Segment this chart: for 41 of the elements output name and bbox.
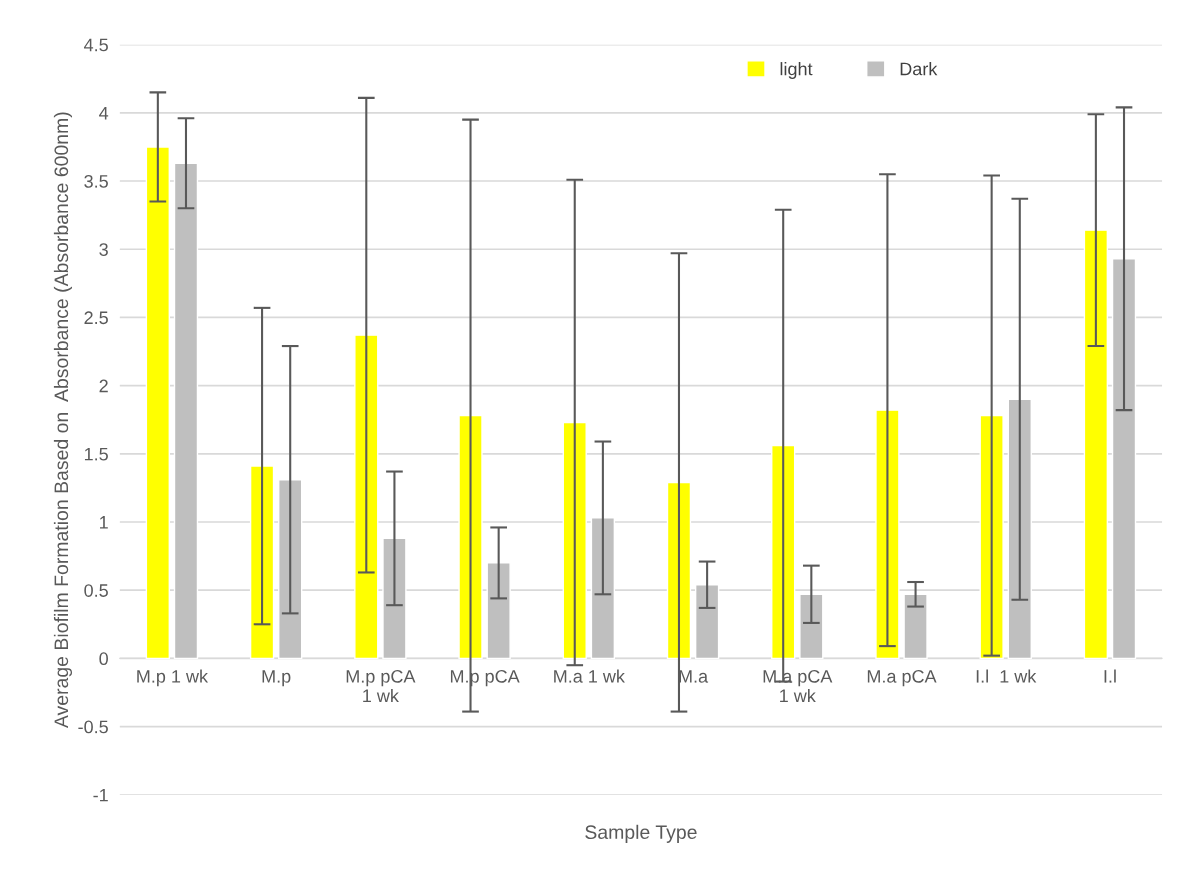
- bar: [1083, 229, 1109, 660]
- y-tick-label: 1: [100, 516, 108, 529]
- bar: [1111, 258, 1137, 660]
- bar: [173, 162, 199, 660]
- bar: [354, 334, 379, 660]
- y-tick-label: 0.5: [84, 584, 108, 597]
- bar: [249, 465, 275, 660]
- y-tick-label: 2.5: [84, 311, 108, 325]
- x-tick-label: I.l: [1104, 669, 1116, 683]
- bar: [875, 409, 900, 660]
- bar: [145, 146, 171, 660]
- x-tick-label: M.a 1 wk: [554, 669, 625, 683]
- bar: [486, 562, 511, 660]
- y-tick-label: 3: [99, 243, 108, 256]
- x-tick-label: I.l 1 wk: [976, 669, 1037, 683]
- y-tick-label: 4.5: [84, 38, 108, 52]
- y-axis-title: Average Biofilm Formation Based on Absorbance (Absorbance 600nm): [53, 112, 73, 729]
- x-tick-label: M.p: [262, 670, 291, 687]
- bar: [771, 444, 796, 660]
- bar: [278, 479, 303, 660]
- bar: [903, 593, 928, 660]
- legend-label: Dark: [900, 62, 938, 76]
- bar: [694, 584, 720, 660]
- bar: [799, 593, 824, 660]
- y-tick-label: -0.5: [78, 720, 108, 734]
- y-tick-label: 2: [99, 379, 108, 393]
- bar: [1007, 398, 1032, 660]
- y-tick-label: -1: [93, 788, 108, 802]
- bar: [562, 421, 587, 660]
- legend-label: light: [780, 62, 813, 79]
- x-tick-label: M.p 1 wk: [137, 669, 209, 687]
- x-axis-title: Sample Type: [585, 824, 697, 843]
- y-tick-label: 3.5: [84, 174, 108, 188]
- y-tick-label: 1.5: [84, 447, 108, 461]
- bar: [666, 481, 692, 660]
- y-tick-label: 4: [99, 106, 109, 120]
- x-tick-label: M.p pCA 1 wk: [346, 669, 416, 703]
- y-tick-label: 0: [99, 652, 108, 666]
- x-tick-label: M.a pCA: [867, 669, 937, 687]
- bar: [590, 517, 616, 660]
- bar: [382, 537, 407, 660]
